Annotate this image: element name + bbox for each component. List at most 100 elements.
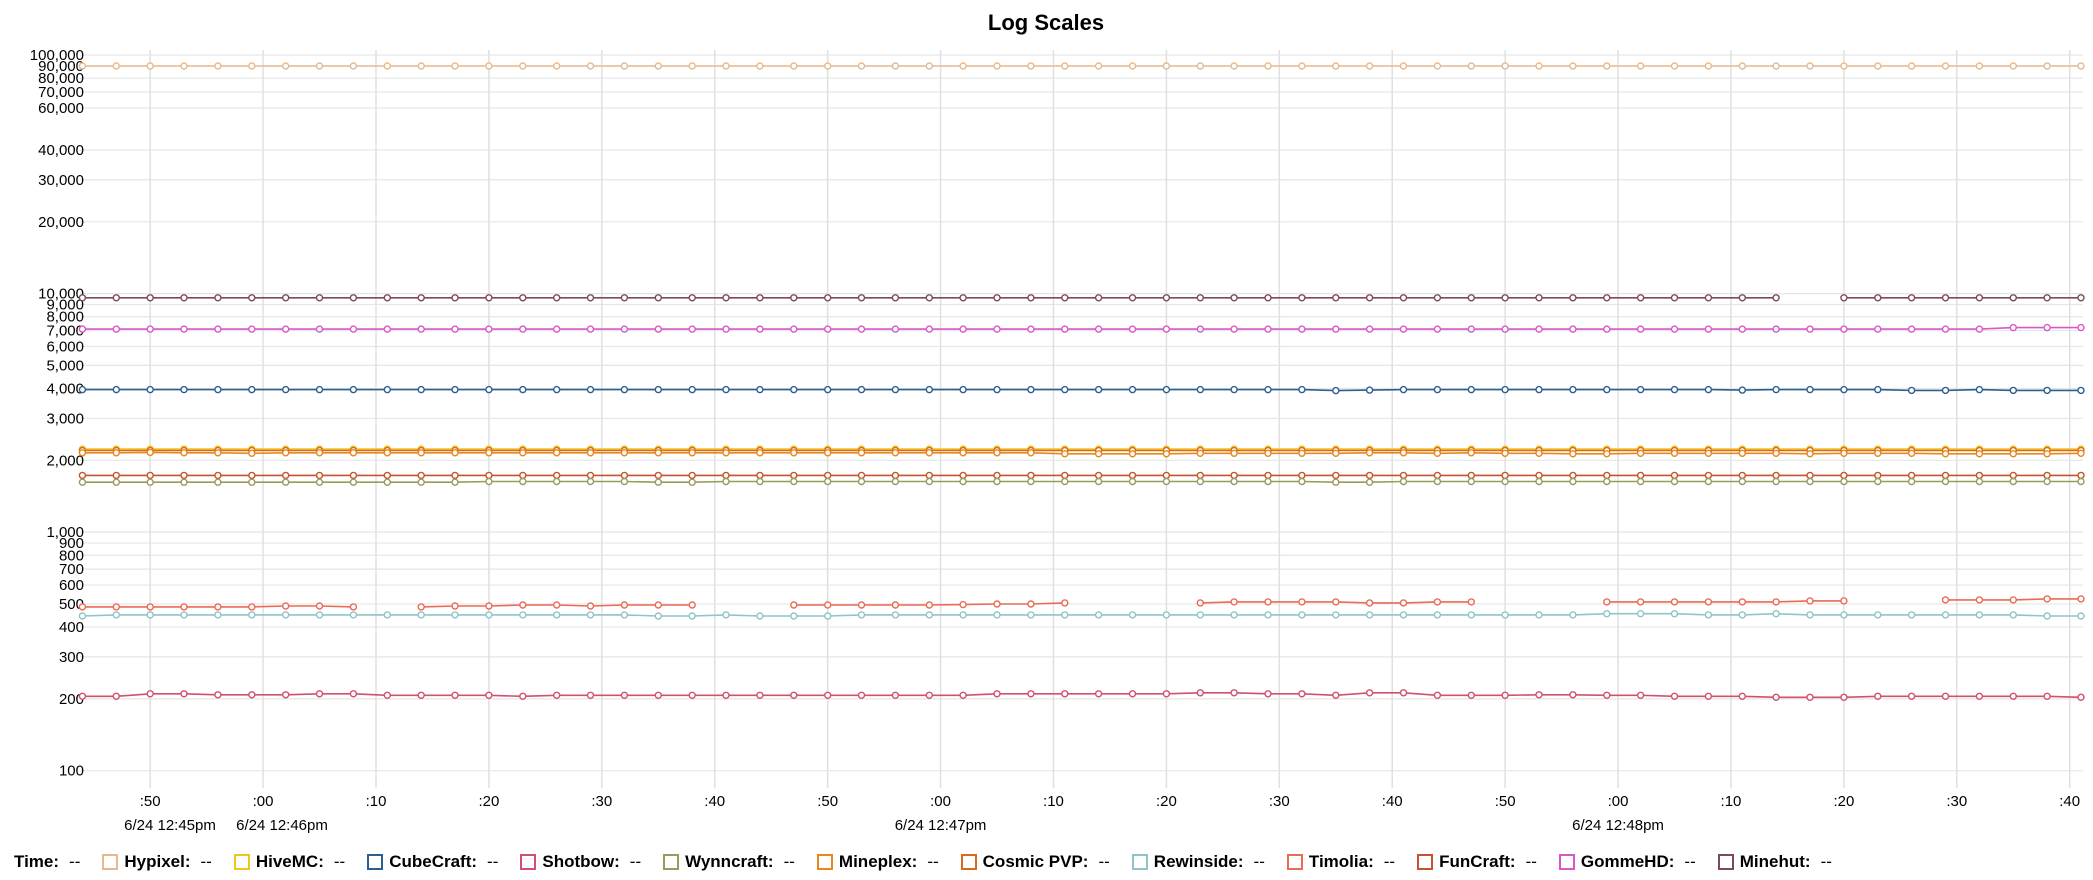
data-point	[1975, 471, 1984, 480]
data-point	[1298, 611, 1306, 619]
data-point	[1738, 386, 1747, 394]
data-point	[654, 601, 662, 609]
data-point	[519, 294, 527, 302]
legend-item: Minehut: --	[1717, 852, 1832, 872]
data-point	[485, 385, 493, 394]
data-point	[688, 62, 696, 70]
data-point	[2043, 692, 2051, 700]
data-point	[1061, 450, 1069, 458]
data-point	[620, 294, 629, 302]
data-point	[1467, 325, 1476, 333]
data-point	[993, 62, 1001, 70]
legend-item: HiveMC: --	[233, 852, 345, 872]
data-point	[315, 471, 324, 480]
data-point	[1162, 477, 1171, 486]
data-point	[180, 449, 188, 457]
x-tick-label: :20	[1156, 793, 1177, 810]
data-point	[1704, 294, 1713, 302]
data-point	[2043, 323, 2051, 332]
data-point	[2043, 612, 2051, 620]
data-point	[1298, 477, 1306, 486]
data-point	[553, 325, 561, 333]
data-point	[1535, 471, 1543, 480]
series-line	[1606, 600, 1844, 603]
data-point	[1941, 62, 1950, 70]
data-point	[519, 385, 527, 394]
grid	[80, 50, 2083, 788]
y-tick-label: 80,000	[38, 70, 84, 87]
data-point	[1840, 611, 1848, 619]
data-point	[1975, 450, 1984, 458]
y-tick-label: 10,000	[38, 286, 84, 303]
data-point	[1603, 477, 1611, 486]
data-point	[451, 471, 459, 480]
data-point	[2077, 595, 2085, 603]
data-point	[1264, 611, 1272, 619]
data-point	[891, 325, 900, 333]
legend-label: Rewinside:	[1153, 852, 1244, 871]
data-point	[756, 325, 764, 333]
series-funcraft	[78, 471, 2085, 480]
data-point	[1433, 449, 1442, 457]
data-point	[857, 385, 866, 394]
y-tick-label: 3,000	[46, 410, 84, 427]
data-point	[1535, 691, 1543, 699]
data-point	[485, 449, 493, 457]
data-point	[688, 294, 696, 302]
data-point	[553, 471, 561, 480]
data-point	[2077, 449, 2085, 457]
data-point	[1467, 471, 1476, 480]
data-point	[959, 477, 967, 486]
data-point	[1738, 325, 1747, 333]
legend-item: FunCraft: --	[1417, 852, 1537, 872]
data-point	[1941, 692, 1950, 700]
data-point	[1162, 471, 1171, 480]
data-point	[112, 449, 121, 457]
data-point	[1907, 294, 1916, 302]
data-point	[1027, 62, 1035, 70]
data-point	[1196, 385, 1205, 394]
legend-swatch	[233, 854, 250, 870]
data-point	[1535, 449, 1543, 457]
data-point	[722, 62, 730, 70]
data-point	[112, 611, 121, 619]
data-point	[214, 478, 222, 486]
data-point	[1840, 385, 1848, 394]
data-point	[790, 691, 798, 699]
data-point	[553, 62, 561, 70]
data-point	[1467, 62, 1476, 70]
data-point	[553, 601, 561, 609]
legend-value: --	[783, 852, 795, 871]
legend-value: --	[629, 852, 642, 871]
data-point	[1738, 692, 1747, 700]
data-point	[1670, 471, 1679, 480]
data-point	[1128, 477, 1137, 486]
series-line	[82, 451, 2082, 455]
data-point	[1230, 689, 1238, 697]
data-point	[451, 325, 459, 333]
data-point	[1128, 611, 1137, 619]
data-point	[1027, 471, 1035, 480]
data-point	[1162, 325, 1171, 333]
x-tick-label: :50	[140, 793, 161, 810]
data-point	[2077, 477, 2085, 486]
data-point	[1772, 385, 1780, 394]
data-point	[214, 62, 222, 70]
data-point	[485, 691, 493, 699]
data-point	[756, 385, 764, 394]
data-point	[2077, 386, 2085, 395]
data-point	[1603, 450, 1611, 458]
data-point	[1670, 62, 1679, 70]
data-point	[1399, 477, 1408, 486]
data-point	[1501, 691, 1509, 699]
data-point	[1332, 478, 1340, 486]
data-point	[1061, 611, 1069, 619]
data-point	[112, 692, 121, 700]
data-point	[1874, 385, 1882, 394]
data-point	[1874, 449, 1882, 457]
x-tick-label: :40	[1382, 793, 1403, 810]
data-point	[315, 449, 324, 457]
legend-swatch	[367, 854, 384, 870]
data-point	[315, 690, 324, 698]
x-tick-label: :30	[1946, 793, 1967, 810]
